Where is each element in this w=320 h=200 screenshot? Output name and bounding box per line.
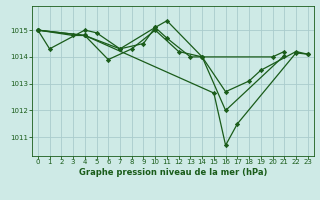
X-axis label: Graphe pression niveau de la mer (hPa): Graphe pression niveau de la mer (hPa) bbox=[79, 168, 267, 177]
